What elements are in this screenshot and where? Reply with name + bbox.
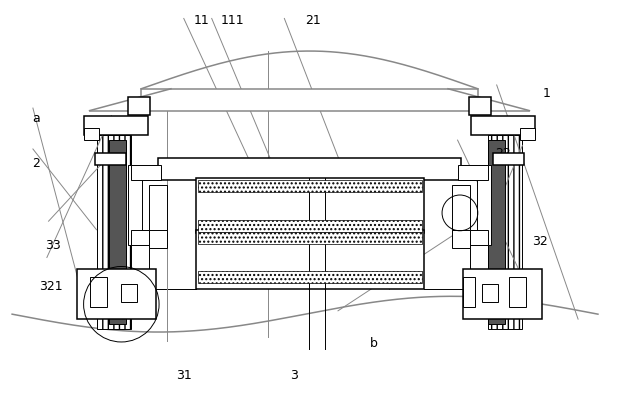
Bar (198, 232, 422, 243)
Text: 33: 33 (45, 240, 61, 253)
Text: 21: 21 (305, 14, 321, 27)
Bar (198, 220, 422, 232)
Bar (469, 97, 491, 115)
Text: 32: 32 (532, 236, 548, 249)
Bar (452, 230, 470, 248)
Bar (77, 269, 156, 319)
Bar (477, 165, 491, 245)
Bar (110, 140, 126, 324)
Bar (488, 136, 522, 329)
Bar (463, 277, 475, 307)
Bar (493, 153, 524, 165)
Bar (121, 284, 137, 302)
Bar (149, 230, 167, 248)
Bar (141, 89, 478, 111)
Text: 11: 11 (194, 14, 210, 27)
Bar (519, 128, 535, 140)
Bar (196, 230, 424, 289)
Text: 2: 2 (32, 157, 40, 170)
Bar (131, 230, 161, 245)
Bar (128, 165, 142, 245)
Bar (128, 97, 150, 115)
Bar (471, 115, 535, 136)
Bar (196, 178, 424, 233)
Bar (131, 165, 161, 180)
Bar (463, 269, 542, 319)
Bar (509, 277, 527, 307)
Text: 111: 111 (221, 14, 245, 27)
Text: 22: 22 (495, 147, 511, 160)
Bar (198, 271, 422, 283)
Bar (97, 136, 131, 329)
Bar (158, 158, 461, 180)
Bar (149, 185, 167, 245)
Text: 3: 3 (290, 368, 298, 381)
Bar (458, 165, 488, 180)
Bar (482, 284, 498, 302)
Text: 321: 321 (40, 281, 63, 294)
Text: b: b (370, 337, 378, 350)
Bar (452, 185, 470, 245)
Bar (95, 153, 126, 165)
Bar (84, 128, 100, 140)
Bar (90, 277, 108, 307)
Text: a: a (32, 112, 40, 125)
Text: 31: 31 (176, 368, 191, 381)
Text: 1: 1 (542, 87, 550, 100)
Bar (458, 230, 488, 245)
Bar (488, 140, 504, 324)
Bar (84, 115, 148, 136)
Bar (198, 180, 422, 192)
